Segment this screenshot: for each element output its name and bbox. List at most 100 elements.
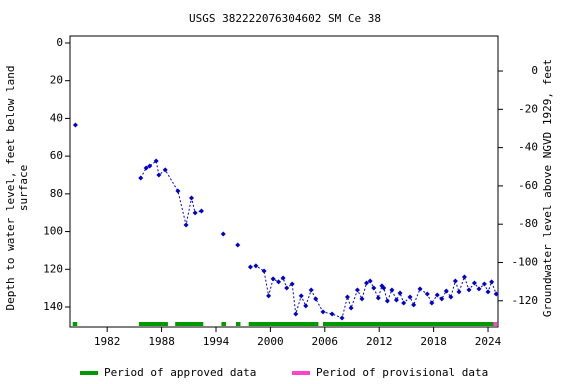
- data-point: [313, 296, 319, 302]
- data-point: [298, 293, 304, 299]
- data-point: [138, 175, 144, 181]
- y-tick-label: 80: [50, 187, 63, 200]
- y2-tick-label: -40: [518, 141, 538, 154]
- data-point: [344, 294, 350, 300]
- data-point: [143, 165, 149, 171]
- y-tick-label: 100: [43, 225, 63, 238]
- y2-tick-label: 0: [531, 64, 538, 77]
- period-bar: [248, 322, 319, 326]
- data-point: [266, 293, 272, 299]
- data-point: [192, 210, 198, 216]
- data-point: [434, 292, 440, 298]
- x-tick-label: 2000: [257, 335, 284, 348]
- data-point: [329, 311, 335, 317]
- data-point: [452, 278, 458, 284]
- period-bar: [138, 322, 168, 326]
- data-point: [147, 163, 153, 169]
- data-point: [220, 231, 226, 237]
- data-point: [489, 279, 495, 285]
- data-point: [153, 158, 159, 164]
- y2-tick-label: -20: [518, 102, 538, 115]
- data-point: [175, 188, 181, 194]
- data-point: [280, 275, 286, 281]
- data-point: [375, 295, 381, 301]
- data-point: [156, 172, 162, 178]
- period-bar: [235, 322, 241, 326]
- x-tick-label: 2006: [312, 335, 339, 348]
- y-axis-label: Depth to water level, feet below land: [4, 65, 17, 310]
- data-point: [235, 242, 241, 248]
- x-tick-label: 2012: [366, 335, 393, 348]
- data-point: [364, 280, 370, 286]
- data-point: [466, 287, 472, 293]
- x-tick-label: 1982: [94, 335, 121, 348]
- y2-axis-label: Groundwater level above NGVD 1929, feet: [541, 59, 554, 317]
- data-point: [417, 286, 423, 292]
- data-point: [407, 294, 413, 300]
- data-point: [485, 289, 491, 295]
- y-tick-label: 120: [43, 262, 63, 275]
- data-line: [140, 160, 497, 319]
- y-axis-label: surface: [17, 165, 30, 211]
- chart-title: USGS 382222076304602 SM Ce 38: [189, 12, 381, 25]
- y-tick-label: 0: [56, 36, 63, 49]
- legend-label: Period of provisional data: [316, 366, 488, 379]
- legend-label: Period of approved data: [104, 366, 256, 379]
- data-point: [393, 297, 399, 303]
- data-point: [72, 122, 78, 128]
- data-point: [359, 296, 365, 302]
- data-point: [384, 298, 390, 304]
- data-point: [371, 285, 377, 291]
- data-point: [424, 291, 430, 297]
- data-point: [320, 309, 326, 315]
- data-point: [303, 303, 309, 309]
- data-point: [270, 276, 276, 282]
- data-point: [293, 311, 299, 317]
- data-point: [443, 288, 449, 294]
- data-point: [183, 222, 189, 228]
- y2-tick-label: -120: [512, 294, 539, 307]
- data-point: [162, 167, 168, 173]
- data-point: [493, 291, 499, 297]
- legend-swatch: [292, 371, 310, 375]
- x-tick-label: 2018: [420, 335, 447, 348]
- data-point: [276, 279, 282, 285]
- y-tick-label: 40: [50, 111, 63, 124]
- period-bar: [72, 322, 78, 326]
- y-tick-label: 20: [50, 74, 63, 87]
- plot-frame: [69, 35, 499, 328]
- data-point: [471, 280, 477, 286]
- data-point: [367, 278, 373, 284]
- data-point: [308, 287, 314, 293]
- x-tick-label: 2024: [475, 335, 502, 348]
- data-point: [189, 195, 195, 201]
- data-point: [253, 263, 259, 269]
- period-bar: [493, 322, 498, 326]
- period-bar: [221, 322, 226, 326]
- data-point: [389, 287, 395, 293]
- y-tick-label: 140: [43, 300, 63, 313]
- data-point: [461, 274, 467, 280]
- data-point: [411, 302, 417, 308]
- x-tick-label: 1988: [148, 335, 175, 348]
- period-bar: [322, 322, 494, 326]
- data-point: [289, 281, 295, 287]
- data-point: [247, 264, 253, 270]
- data-point: [339, 315, 345, 321]
- y2-tick-label: -60: [518, 179, 538, 192]
- data-point: [481, 281, 487, 287]
- legend-swatch: [80, 371, 98, 375]
- data-point: [476, 286, 482, 292]
- data-point: [397, 290, 403, 296]
- data-point: [284, 285, 290, 291]
- period-bar: [175, 322, 204, 326]
- data-point: [439, 296, 445, 302]
- y2-tick-label: -100: [512, 255, 539, 268]
- data-point: [401, 300, 407, 306]
- y-tick-label: 60: [50, 149, 63, 162]
- data-point: [448, 294, 454, 300]
- data-point: [456, 289, 462, 295]
- data-point: [348, 305, 354, 311]
- data-point: [198, 208, 204, 214]
